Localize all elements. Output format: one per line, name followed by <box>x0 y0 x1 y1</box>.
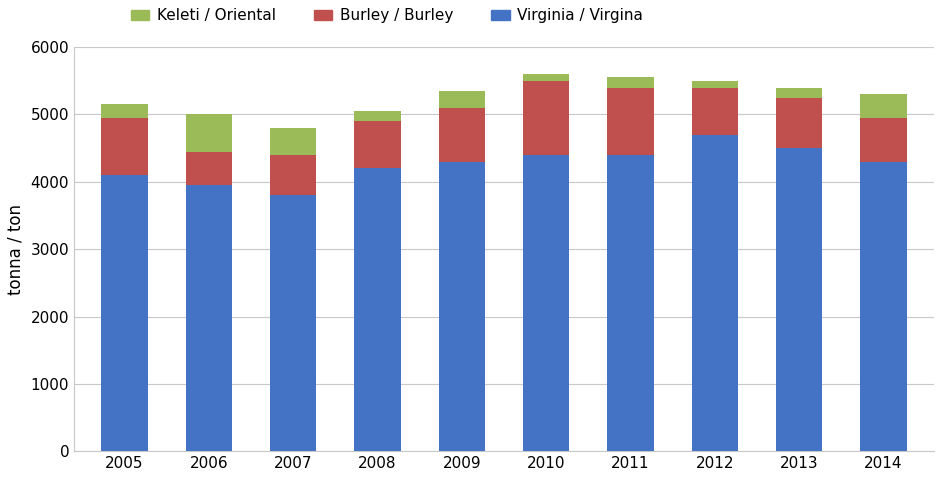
Bar <box>102 175 148 451</box>
Bar <box>355 111 401 121</box>
Bar <box>776 98 822 148</box>
Bar <box>355 121 401 168</box>
Bar <box>270 128 316 155</box>
Bar <box>607 87 654 155</box>
Bar <box>607 77 654 87</box>
Bar <box>860 162 906 451</box>
Legend: Keleti / Oriental, Burley / Burley, Virginia / Virgina: Keleti / Oriental, Burley / Burley, Virg… <box>124 2 649 30</box>
Bar <box>185 185 232 451</box>
Bar <box>860 94 906 118</box>
Bar <box>692 135 738 451</box>
Bar <box>776 87 822 98</box>
Bar <box>102 104 148 118</box>
Bar <box>523 81 569 155</box>
Bar <box>439 91 485 108</box>
Bar <box>185 115 232 152</box>
Y-axis label: tonna / ton: tonna / ton <box>7 204 25 294</box>
Bar <box>270 155 316 196</box>
Bar <box>607 155 654 451</box>
Bar <box>270 196 316 451</box>
Bar <box>185 152 232 185</box>
Bar <box>523 155 569 451</box>
Bar <box>355 168 401 451</box>
Bar <box>692 87 738 135</box>
Bar <box>692 81 738 87</box>
Bar <box>102 118 148 175</box>
Bar <box>439 162 485 451</box>
Bar <box>439 108 485 162</box>
Bar <box>776 148 822 451</box>
Bar <box>860 118 906 162</box>
Bar <box>523 74 569 81</box>
